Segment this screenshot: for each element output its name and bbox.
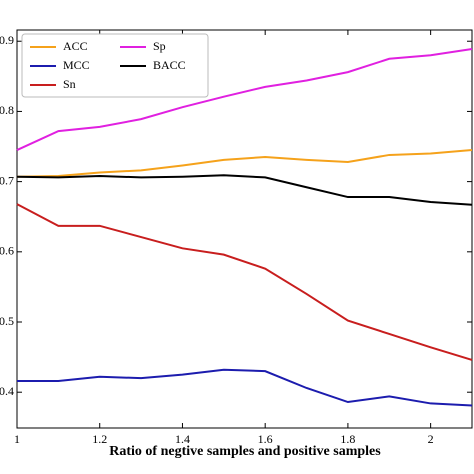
x-axis-label: Ratio of negtive samples and positive sa…	[109, 444, 381, 459]
y-tick-label: 0.5	[0, 314, 14, 328]
x-tick-label: 1.2	[92, 432, 107, 446]
y-tick-label: 0.7	[0, 173, 14, 187]
legend-label: MCC	[63, 58, 90, 72]
x-tick-label: 1.8	[340, 432, 355, 446]
series-line	[16, 47, 473, 151]
y-tick-label: 0.8	[0, 103, 14, 117]
series-line	[16, 203, 473, 361]
series-line	[17, 368, 473, 407]
y-tick-label: 0.9	[0, 33, 14, 47]
legend-label: ACC	[63, 39, 88, 53]
plot-frame	[16, 29, 473, 429]
legend-box	[21, 33, 209, 98]
x-tick-label: 1.6	[258, 432, 273, 446]
x-tick-label: 1	[14, 432, 20, 446]
legend-label: BACC	[153, 58, 186, 72]
y-tick-label: 0.6	[0, 244, 14, 258]
x-tick-label: 1.4	[175, 432, 190, 446]
y-tick-label: 0.4	[0, 384, 14, 398]
series-line	[16, 149, 473, 178]
legend-label: Sn	[63, 77, 76, 91]
legend-label: Sp	[153, 39, 166, 53]
series-line	[16, 174, 473, 206]
x-tick-label: 2	[428, 432, 434, 446]
